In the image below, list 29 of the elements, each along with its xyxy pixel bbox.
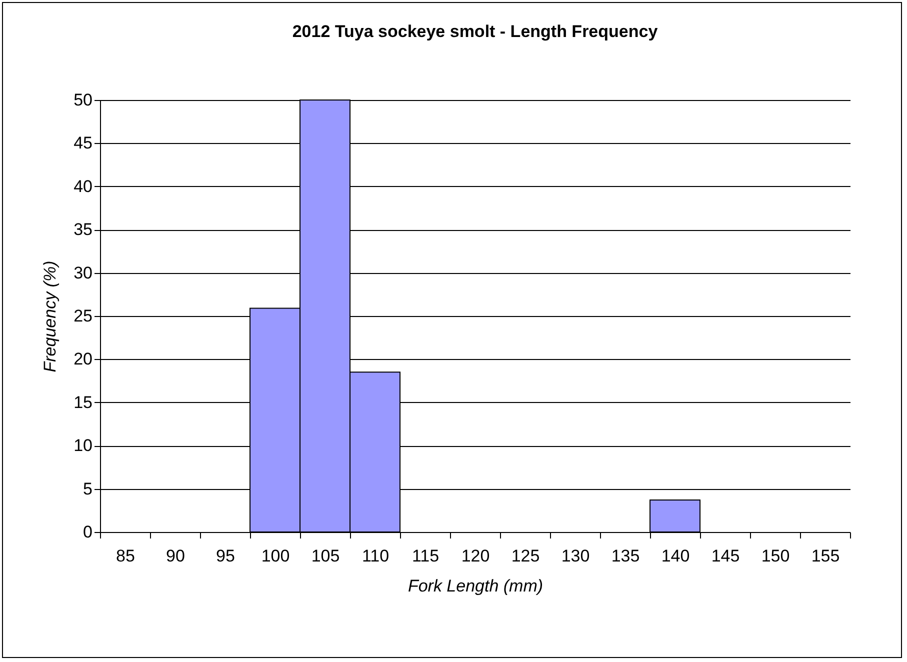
y-tick-label: 5 [83, 479, 92, 498]
y-tick-label: 50 [74, 90, 92, 110]
y-tick-label: 45 [74, 134, 92, 153]
x-tick-label: 155 [811, 546, 840, 566]
y-tick-label: 40 [74, 176, 92, 196]
x-axis-title: Fork Length (mm) [408, 576, 544, 596]
x-tick-label: 145 [711, 546, 740, 566]
x-tick-label: 135 [611, 546, 640, 566]
x-tick-label: 130 [561, 546, 590, 566]
y-axis-title: Frequency (%) [40, 260, 60, 372]
x-tick-label: 125 [511, 546, 540, 566]
y-tick-label: 20 [74, 350, 92, 369]
y-tick-label: 35 [74, 220, 92, 240]
x-tick-label: 100 [261, 546, 290, 566]
x-tick-label: 140 [661, 546, 690, 566]
x-tick-label: 120 [461, 546, 490, 566]
chart-title: 2012 Tuya sockeye smolt - Length Frequency [292, 22, 658, 41]
y-tick-label: 0 [83, 522, 92, 542]
y-tick-label: 30 [74, 263, 92, 282]
x-tick-label: 85 [116, 546, 135, 566]
y-tick-label: 15 [74, 392, 92, 412]
x-tick-label: 105 [311, 546, 340, 566]
x-tick-label: 115 [412, 546, 440, 566]
x-tick-label: 150 [761, 546, 790, 566]
x-tick-label: 90 [166, 546, 185, 566]
x-tick-label: 95 [216, 546, 235, 566]
y-tick-label: 10 [74, 436, 92, 456]
y-tick-label: 25 [74, 306, 92, 326]
x-tick-label: 110 [362, 546, 390, 566]
